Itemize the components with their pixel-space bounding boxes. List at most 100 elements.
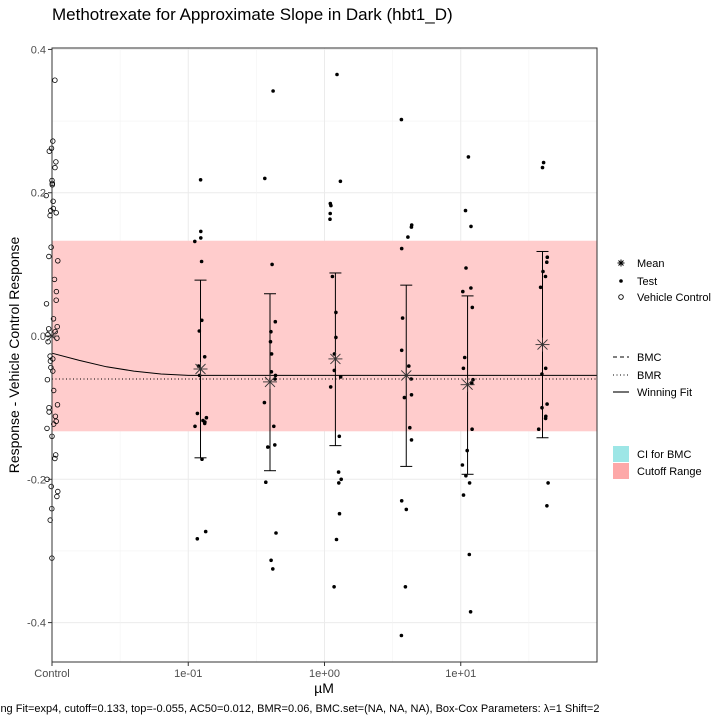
legend-test-symbol xyxy=(619,279,623,283)
vehicle-control-point xyxy=(44,377,51,383)
test-point xyxy=(461,289,465,294)
test-point xyxy=(541,160,546,165)
vehicle-control-point xyxy=(51,387,57,394)
means-layer xyxy=(45,329,550,392)
test-point xyxy=(540,372,544,376)
legend-ci-bmc-label: CI for BMC xyxy=(637,449,691,461)
test-point xyxy=(337,434,342,439)
vehicle-control-point xyxy=(51,421,57,427)
test-point xyxy=(540,165,545,170)
test-point xyxy=(469,224,473,229)
test-point xyxy=(470,427,474,432)
test-point xyxy=(461,366,466,371)
winning-fit-curve xyxy=(51,352,597,376)
x-axis-label: µM xyxy=(314,680,334,696)
vehicle-control-point xyxy=(46,409,52,415)
x-tick-label: 1e+00 xyxy=(309,668,340,680)
vehicle-control-point xyxy=(50,138,56,144)
vehicle-control-point xyxy=(50,198,56,204)
test-point xyxy=(270,262,274,267)
mean-marker xyxy=(460,377,475,392)
test-point xyxy=(195,411,200,416)
legend-ci-bmc-swatch xyxy=(613,446,629,462)
test-point xyxy=(336,470,341,474)
test-point xyxy=(543,274,548,279)
x-tick-label: Control xyxy=(34,668,69,680)
test-point xyxy=(334,310,338,315)
test-point xyxy=(404,507,409,512)
test-point xyxy=(263,176,267,181)
y-tick-label: 0.2 xyxy=(31,188,46,200)
test-point xyxy=(328,385,333,389)
test-point xyxy=(403,585,408,589)
y-tick-label: 0.4 xyxy=(31,44,46,56)
legend-winning-fit-label: Winning Fit xyxy=(637,387,692,399)
test-point xyxy=(545,402,549,406)
legend-mean-label: Mean xyxy=(637,258,665,270)
test-point xyxy=(202,355,207,359)
test-point xyxy=(399,348,404,353)
test-point xyxy=(399,117,404,122)
vehicle-control-point xyxy=(50,368,56,374)
test-point xyxy=(468,610,473,614)
test-point xyxy=(199,229,203,234)
vehicle-control-point xyxy=(44,425,50,432)
y-tick-label: 0.0 xyxy=(31,331,46,343)
test-point xyxy=(334,537,339,542)
test-point xyxy=(196,364,201,368)
vehicle-control-point xyxy=(46,326,52,332)
test-point xyxy=(546,481,550,485)
footer-parameters: ing Fit=exp4, cutoff=0.133, top=-0.055, … xyxy=(0,703,599,715)
test-point xyxy=(538,285,543,290)
test-point xyxy=(329,203,333,208)
test-point xyxy=(467,481,472,485)
test-point xyxy=(462,355,467,360)
test-point xyxy=(469,286,473,290)
vehicle-control-point xyxy=(53,288,60,295)
test-point xyxy=(339,477,344,482)
vehicle-control-point xyxy=(48,207,54,214)
legend-bmc-label: BMC xyxy=(637,352,662,364)
cutoff-range-band xyxy=(52,240,597,432)
test-point xyxy=(399,633,404,638)
chart-title: Methotrexate for Approximate Slope in Da… xyxy=(52,5,453,24)
test-point xyxy=(461,493,466,497)
vehicle-control-point xyxy=(54,402,61,408)
test-point xyxy=(545,260,549,265)
test-point xyxy=(406,235,410,239)
test-point xyxy=(198,178,203,182)
y-axis-ticks: 0.4 0.2 0.0 -0.2 -0.4 xyxy=(27,44,52,630)
test-point xyxy=(203,529,208,534)
test-point xyxy=(338,179,343,184)
test-point xyxy=(271,567,275,571)
mean-marker xyxy=(263,374,277,389)
legend-test-label: Test xyxy=(637,276,657,288)
vehicle-control-point xyxy=(55,258,61,264)
vehicle-control-point xyxy=(48,244,54,250)
test-point xyxy=(204,415,209,420)
test-point xyxy=(470,381,474,386)
test-point xyxy=(272,424,276,429)
test-point xyxy=(199,259,204,264)
test-point xyxy=(400,316,405,320)
test-point xyxy=(466,155,471,159)
test-point xyxy=(467,552,472,557)
test-point xyxy=(193,424,197,429)
legend-vehicle-label: Vehicle Control xyxy=(637,292,711,304)
legend-vehicle-symbol xyxy=(618,294,624,300)
test-point xyxy=(274,531,278,535)
vehicle-control-point xyxy=(52,77,58,83)
test-point xyxy=(399,246,404,251)
test-point xyxy=(328,211,333,216)
test-point xyxy=(545,255,550,259)
x-axis-ticks: Control 1e-01 1e+00 1e+01 xyxy=(34,662,476,680)
legend-mean-symbol xyxy=(617,259,625,267)
test-point xyxy=(337,511,342,516)
y-tick-label: -0.2 xyxy=(27,474,46,486)
legend-cutoff-range-label: Cutoff Range xyxy=(637,466,702,478)
vehicle-control-point xyxy=(52,413,59,419)
vehicle-control-point xyxy=(52,164,58,171)
test-point xyxy=(409,438,414,442)
winning-fit-layer xyxy=(51,352,597,376)
y-axis-label: Response - Vehicle Control Response xyxy=(6,236,22,473)
